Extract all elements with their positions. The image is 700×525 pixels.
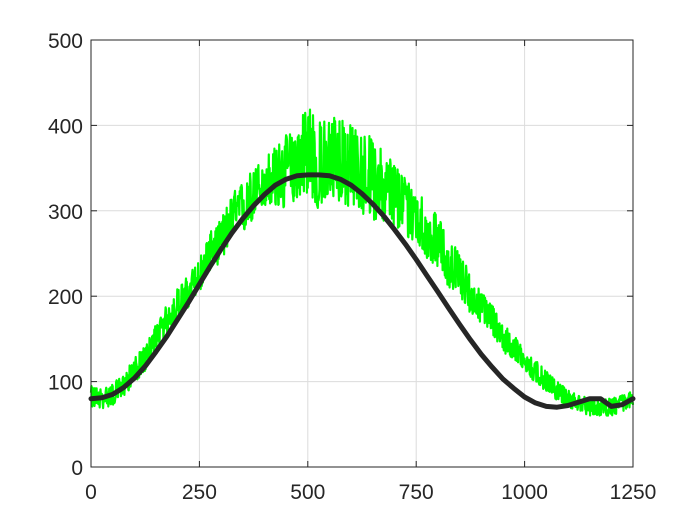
y-tick-label: 100 <box>48 372 83 395</box>
y-tick-label: 200 <box>48 286 83 309</box>
y-tick-label: 300 <box>48 201 83 224</box>
x-tick-label: 250 <box>182 481 217 504</box>
x-tick-label: 750 <box>399 481 434 504</box>
axis-frame <box>90 39 634 468</box>
x-tick-label: 1000 <box>501 481 548 504</box>
grid-layer <box>91 40 633 467</box>
x-tick-label: 500 <box>290 481 325 504</box>
series-noisy-line <box>89 108 635 417</box>
y-tick-label: 400 <box>48 115 83 138</box>
tick-layer: 0 250 500 750 1000 1250 0 100 200 300 400 500 <box>48 30 656 504</box>
y-tick-label: 500 <box>48 30 83 53</box>
x-tick-label: 0 <box>85 481 97 504</box>
series-fit-line <box>88 172 636 410</box>
x-tick-label: 1250 <box>610 481 657 504</box>
y-tick-label: 0 <box>71 457 83 480</box>
series-layer <box>88 108 636 417</box>
